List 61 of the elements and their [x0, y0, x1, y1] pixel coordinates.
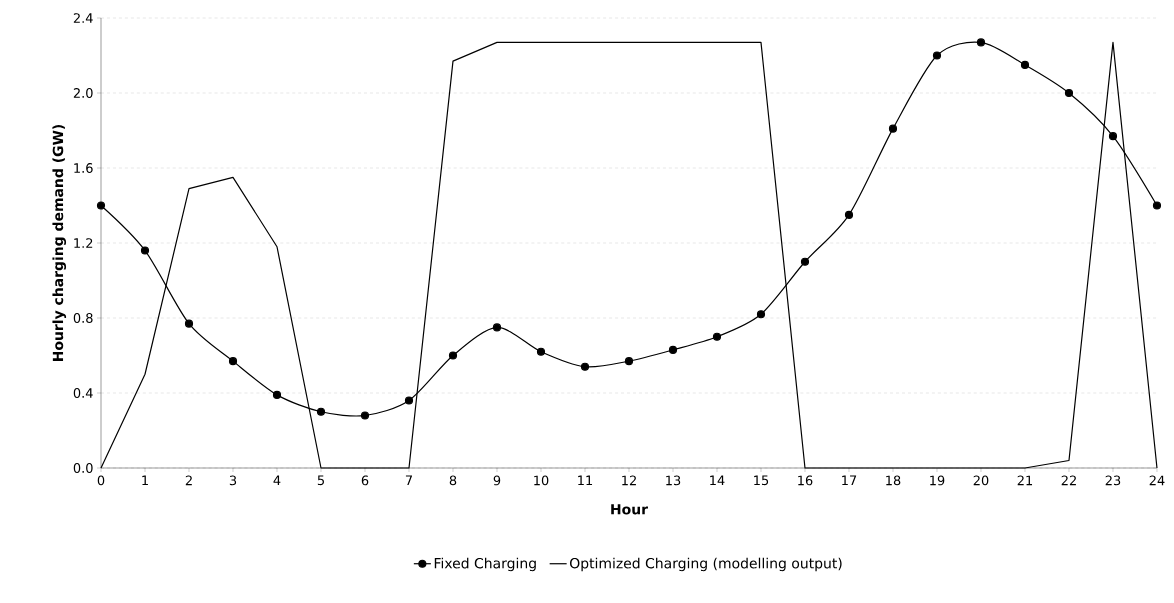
x-tick-label: 0 — [97, 475, 105, 486]
point — [756, 310, 766, 319]
y-tick-label: 0.8 — [73, 313, 93, 323]
x-tick-label: 16 — [798, 475, 813, 486]
point — [668, 345, 678, 354]
point — [976, 38, 986, 47]
x-tick-label: 1 — [142, 475, 148, 485]
point — [1064, 88, 1074, 98]
x-tick-label: 2 — [185, 475, 192, 486]
x-tick-label: 8 — [449, 475, 457, 486]
point — [844, 210, 854, 219]
point — [492, 323, 502, 332]
y-tick-label: 2.4 — [73, 13, 93, 23]
point — [360, 411, 370, 420]
x-tick-label: 24 — [1149, 475, 1165, 486]
point — [932, 51, 942, 60]
point — [1108, 132, 1118, 141]
point — [272, 390, 282, 399]
point — [712, 332, 722, 341]
x-tick-label: 5 — [317, 475, 324, 486]
point — [1152, 201, 1162, 210]
point — [624, 357, 634, 366]
point — [888, 124, 898, 133]
point — [536, 347, 546, 356]
x-tick-label: 10 — [534, 475, 549, 486]
x-tick-label: 11 — [578, 475, 593, 485]
point — [96, 201, 106, 210]
point — [1020, 60, 1030, 69]
x-tick-label: 4 — [273, 475, 281, 485]
x-tick-label: 6 — [361, 475, 369, 486]
x-tick-label: 18 — [886, 475, 901, 486]
legend-label: Fixed Charging — [434, 557, 536, 572]
y-tick-label: 2.0 — [73, 88, 93, 98]
x-tick-label: 13 — [666, 475, 681, 486]
point — [316, 407, 326, 416]
x-tick-label: 22 — [1061, 475, 1076, 486]
x-tick-label: 14 — [710, 475, 725, 485]
x-axis-title: Hour — [611, 504, 648, 515]
point — [448, 351, 458, 360]
y-tick-label: 1.6 — [74, 163, 93, 173]
x-tick-label: 23 — [1105, 475, 1121, 486]
point — [404, 396, 414, 405]
x-tick-label: 7 — [405, 475, 413, 485]
point — [140, 246, 150, 255]
y-tick-label: 0.4 — [73, 388, 93, 398]
point — [228, 357, 238, 366]
x-tick-label: 12 — [622, 475, 636, 486]
y-axis-title: Hourly charging demand (GW) — [52, 124, 67, 361]
x-tick-label: 15 — [754, 475, 769, 486]
x-tick-label: 9 — [493, 475, 501, 486]
point — [580, 362, 590, 371]
legend-label: Optimized Charging (modelling output) — [570, 557, 842, 572]
point — [800, 257, 810, 266]
y-tick-label: 0.0 — [73, 463, 93, 473]
point — [184, 319, 194, 328]
x-tick-label: 19 — [930, 475, 945, 486]
y-tick-label: 1.2 — [74, 238, 93, 248]
x-tick-label: 3 — [229, 475, 237, 486]
x-tick-label: 17 — [842, 475, 857, 485]
x-tick-label: 21 — [1017, 475, 1033, 486]
x-tick-label: 20 — [973, 475, 989, 486]
